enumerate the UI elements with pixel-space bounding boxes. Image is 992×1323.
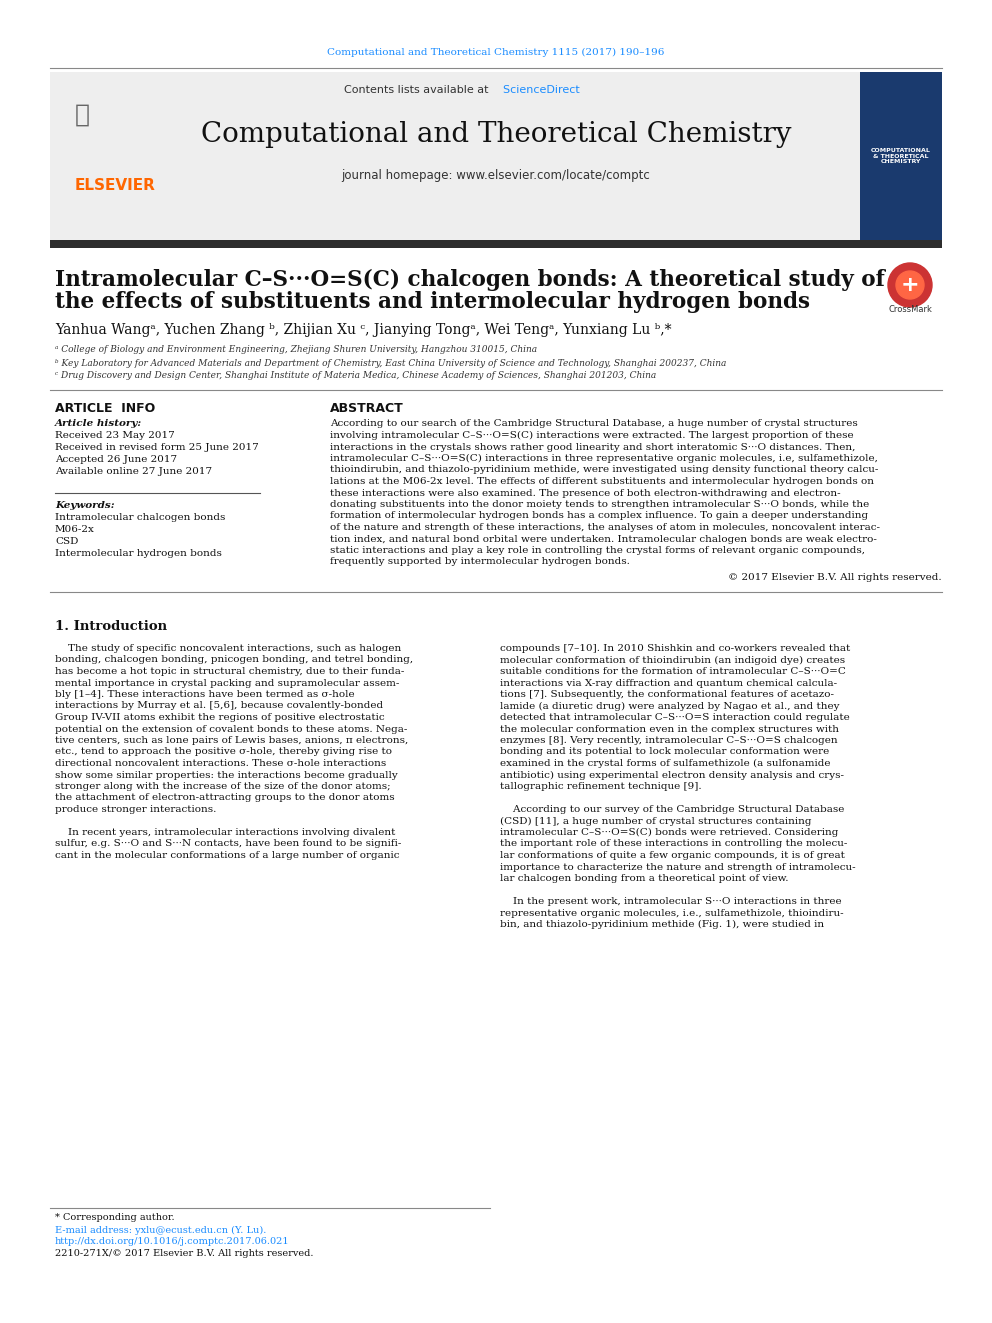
Text: According to our search of the Cambridge Structural Database, a huge number of c: According to our search of the Cambridge… bbox=[330, 419, 858, 429]
Text: interactions by Murray et al. [5,6], because covalently-bonded: interactions by Murray et al. [5,6], bec… bbox=[55, 701, 383, 710]
Text: 1. Introduction: 1. Introduction bbox=[55, 620, 167, 632]
Text: Received in revised form 25 June 2017: Received in revised form 25 June 2017 bbox=[55, 443, 259, 452]
Text: Computational and Theoretical Chemistry: Computational and Theoretical Chemistry bbox=[200, 122, 792, 148]
Text: CrossMark: CrossMark bbox=[888, 306, 931, 315]
Text: lations at the M06-2x level. The effects of different substituents and intermole: lations at the M06-2x level. The effects… bbox=[330, 478, 874, 486]
Text: stronger along with the increase of the size of the donor atoms;: stronger along with the increase of the … bbox=[55, 782, 391, 791]
Text: ABSTRACT: ABSTRACT bbox=[330, 401, 404, 414]
Text: molecular conformation of thioindirubin (an indigoid dye) creates: molecular conformation of thioindirubin … bbox=[500, 655, 845, 664]
Text: bonding and its potential to lock molecular conformation were: bonding and its potential to lock molecu… bbox=[500, 747, 829, 757]
Text: intramolecular C–S···O=S(C) bonds were retrieved. Considering: intramolecular C–S···O=S(C) bonds were r… bbox=[500, 828, 838, 837]
Text: Accepted 26 June 2017: Accepted 26 June 2017 bbox=[55, 455, 178, 464]
Text: In recent years, intramolecular interactions involving divalent: In recent years, intramolecular interact… bbox=[55, 828, 396, 837]
Text: formation of intermolecular hydrogen bonds has a complex influence. To gain a de: formation of intermolecular hydrogen bon… bbox=[330, 512, 868, 520]
Text: ᵇ Key Laboratory for Advanced Materials and Department of Chemistry, East China : ᵇ Key Laboratory for Advanced Materials … bbox=[55, 359, 726, 368]
Bar bbox=[50, 239, 942, 247]
Text: 🌳: 🌳 bbox=[75, 103, 90, 127]
Text: lamide (a diuretic drug) were analyzed by Nagao et al., and they: lamide (a diuretic drug) were analyzed b… bbox=[500, 701, 839, 710]
Text: static interactions and play a key role in controlling the crystal forms of rele: static interactions and play a key role … bbox=[330, 546, 865, 556]
Text: has become a hot topic in structural chemistry, due to their funda-: has become a hot topic in structural che… bbox=[55, 667, 405, 676]
Text: frequently supported by intermolecular hydrogen bonds.: frequently supported by intermolecular h… bbox=[330, 557, 630, 566]
Text: ScienceDirect: ScienceDirect bbox=[496, 85, 579, 95]
Text: lar chalcogen bonding from a theoretical point of view.: lar chalcogen bonding from a theoretical… bbox=[500, 875, 789, 882]
Text: COMPUTATIONAL
& THEORETICAL
CHEMISTRY: COMPUTATIONAL & THEORETICAL CHEMISTRY bbox=[871, 148, 930, 164]
Text: Intramolecular C–S···O=S(C) chalcogen bonds: A theoretical study of: Intramolecular C–S···O=S(C) chalcogen bo… bbox=[55, 269, 885, 291]
Text: the important role of these interactions in controlling the molecu-: the important role of these interactions… bbox=[500, 840, 847, 848]
Text: donating substituents into the donor moiety tends to strengthen intramolecular S: donating substituents into the donor moi… bbox=[330, 500, 869, 509]
Bar bbox=[50, 71, 180, 239]
Text: tive centers, such as lone pairs of Lewis bases, anions, π electrons,: tive centers, such as lone pairs of Lewi… bbox=[55, 736, 409, 745]
Text: According to our survey of the Cambridge Structural Database: According to our survey of the Cambridge… bbox=[500, 804, 844, 814]
Text: Contents lists available at: Contents lists available at bbox=[344, 85, 496, 95]
Text: ᶜ Drug Discovery and Design Center, Shanghai Institute of Materia Medica, Chines: ᶜ Drug Discovery and Design Center, Shan… bbox=[55, 372, 657, 381]
Text: intramolecular C–S···O=S(C) interactions in three representative organic molecul: intramolecular C–S···O=S(C) interactions… bbox=[330, 454, 878, 463]
Text: The study of specific noncovalent interactions, such as halogen: The study of specific noncovalent intera… bbox=[55, 644, 401, 654]
Text: show some similar properties: the interactions become gradually: show some similar properties: the intera… bbox=[55, 770, 398, 779]
Text: +: + bbox=[901, 275, 920, 295]
Text: tions [7]. Subsequently, the conformational features of acetazo-: tions [7]. Subsequently, the conformatio… bbox=[500, 691, 834, 699]
Text: cant in the molecular conformations of a large number of organic: cant in the molecular conformations of a… bbox=[55, 851, 400, 860]
Text: etc., tend to approach the positive σ-hole, thereby giving rise to: etc., tend to approach the positive σ-ho… bbox=[55, 747, 392, 757]
Text: Received 23 May 2017: Received 23 May 2017 bbox=[55, 431, 175, 441]
Text: directional noncovalent interactions. These σ-hole interactions: directional noncovalent interactions. Th… bbox=[55, 759, 386, 767]
Text: importance to characterize the nature and strength of intramolecu-: importance to characterize the nature an… bbox=[500, 863, 856, 872]
Text: compounds [7–10]. In 2010 Shishkin and co-workers revealed that: compounds [7–10]. In 2010 Shishkin and c… bbox=[500, 644, 850, 654]
Text: bly [1–4]. These interactions have been termed as σ-hole: bly [1–4]. These interactions have been … bbox=[55, 691, 354, 699]
Text: * Corresponding author.: * Corresponding author. bbox=[55, 1213, 175, 1222]
Text: bin, and thiazolo-pyridinium methide (Fig. 1), were studied in: bin, and thiazolo-pyridinium methide (Fi… bbox=[500, 919, 824, 929]
Text: potential on the extension of covalent bonds to these atoms. Nega-: potential on the extension of covalent b… bbox=[55, 725, 408, 733]
Text: Group IV-VII atoms exhibit the regions of positive electrostatic: Group IV-VII atoms exhibit the regions o… bbox=[55, 713, 385, 722]
Text: the effects of substituents and intermolecular hydrogen bonds: the effects of substituents and intermol… bbox=[55, 291, 810, 314]
Text: CSD: CSD bbox=[55, 537, 78, 546]
Text: Intermolecular hydrogen bonds: Intermolecular hydrogen bonds bbox=[55, 549, 222, 558]
Bar bbox=[860, 71, 942, 239]
Text: Available online 27 June 2017: Available online 27 June 2017 bbox=[55, 467, 212, 476]
Text: journal homepage: www.elsevier.com/locate/comptc: journal homepage: www.elsevier.com/locat… bbox=[341, 168, 651, 181]
Text: Keywords:: Keywords: bbox=[55, 500, 115, 509]
Text: produce stronger interactions.: produce stronger interactions. bbox=[55, 804, 216, 814]
Text: representative organic molecules, i.e., sulfamethizole, thioindiru-: representative organic molecules, i.e., … bbox=[500, 909, 843, 917]
Text: In the present work, intramolecular S···O interactions in three: In the present work, intramolecular S···… bbox=[500, 897, 841, 906]
Text: tallographic refinement technique [9].: tallographic refinement technique [9]. bbox=[500, 782, 701, 791]
Text: Yanhua Wangᵃ, Yuchen Zhang ᵇ, Zhijian Xu ᶜ, Jianying Tongᵃ, Wei Tengᵃ, Yunxiang : Yanhua Wangᵃ, Yuchen Zhang ᵇ, Zhijian Xu… bbox=[55, 323, 672, 337]
Text: © 2017 Elsevier B.V. All rights reserved.: © 2017 Elsevier B.V. All rights reserved… bbox=[728, 573, 942, 582]
Text: http://dx.doi.org/10.1016/j.comptc.2017.06.021: http://dx.doi.org/10.1016/j.comptc.2017.… bbox=[55, 1237, 290, 1246]
Text: detected that intramolecular C–S···O=S interaction could regulate: detected that intramolecular C–S···O=S i… bbox=[500, 713, 850, 722]
Text: (CSD) [11], a huge number of crystal structures containing: (CSD) [11], a huge number of crystal str… bbox=[500, 816, 811, 826]
Text: lar conformations of quite a few organic compounds, it is of great: lar conformations of quite a few organic… bbox=[500, 851, 845, 860]
Text: interactions in the crystals shows rather good linearity and short interatomic S: interactions in the crystals shows rathe… bbox=[330, 442, 855, 451]
Text: ELSEVIER: ELSEVIER bbox=[75, 177, 156, 193]
Text: Article history:: Article history: bbox=[55, 419, 142, 429]
Text: the molecular conformation even in the complex structures with: the molecular conformation even in the c… bbox=[500, 725, 839, 733]
Text: antibiotic) using experimental electron density analysis and crys-: antibiotic) using experimental electron … bbox=[500, 770, 844, 779]
Text: enzymes [8]. Very recently, intramolecular C–S···O=S chalcogen: enzymes [8]. Very recently, intramolecul… bbox=[500, 736, 837, 745]
Text: interactions via X-ray diffraction and quantum chemical calcula-: interactions via X-ray diffraction and q… bbox=[500, 679, 837, 688]
Bar bbox=[50, 71, 942, 239]
Text: 2210-271X/© 2017 Elsevier B.V. All rights reserved.: 2210-271X/© 2017 Elsevier B.V. All right… bbox=[55, 1249, 313, 1258]
Text: thioindirubin, and thiazolo-pyridinium methide, were investigated using density : thioindirubin, and thiazolo-pyridinium m… bbox=[330, 466, 878, 475]
Text: these interactions were also examined. The presence of both electron-withdrawing: these interactions were also examined. T… bbox=[330, 488, 840, 497]
Text: involving intramolecular C–S···O=S(C) interactions were extracted. The largest p: involving intramolecular C–S···O=S(C) in… bbox=[330, 431, 854, 441]
Text: Computational and Theoretical Chemistry 1115 (2017) 190–196: Computational and Theoretical Chemistry … bbox=[327, 48, 665, 57]
Text: tion index, and natural bond orbital were undertaken. Intramolecular chalogen bo: tion index, and natural bond orbital wer… bbox=[330, 534, 877, 544]
Text: ARTICLE  INFO: ARTICLE INFO bbox=[55, 401, 156, 414]
Text: bonding, chalcogen bonding, pnicogen bonding, and tetrel bonding,: bonding, chalcogen bonding, pnicogen bon… bbox=[55, 655, 413, 664]
Text: examined in the crystal forms of sulfamethizole (a sulfonamide: examined in the crystal forms of sulfame… bbox=[500, 759, 830, 769]
Text: sulfur, e.g. S···O and S···N contacts, have been found to be signifi-: sulfur, e.g. S···O and S···N contacts, h… bbox=[55, 840, 402, 848]
Text: Intramolecular chalcogen bonds: Intramolecular chalcogen bonds bbox=[55, 513, 225, 523]
Text: M06-2x: M06-2x bbox=[55, 525, 95, 534]
Text: suitable conditions for the formation of intramolecular C–S···O=C: suitable conditions for the formation of… bbox=[500, 667, 846, 676]
Text: mental importance in crystal packing and supramolecular assem-: mental importance in crystal packing and… bbox=[55, 679, 400, 688]
Text: the attachment of electron-attracting groups to the donor atoms: the attachment of electron-attracting gr… bbox=[55, 794, 395, 803]
Text: of the nature and strength of these interactions, the analyses of atom in molecu: of the nature and strength of these inte… bbox=[330, 523, 880, 532]
Circle shape bbox=[896, 271, 924, 299]
Text: E-mail address: yxlu@ecust.edu.cn (Y. Lu).: E-mail address: yxlu@ecust.edu.cn (Y. Lu… bbox=[55, 1225, 267, 1234]
Circle shape bbox=[888, 263, 932, 307]
Text: ᵃ College of Biology and Environment Engineering, Zhejiang Shuren University, Ha: ᵃ College of Biology and Environment Eng… bbox=[55, 345, 537, 355]
